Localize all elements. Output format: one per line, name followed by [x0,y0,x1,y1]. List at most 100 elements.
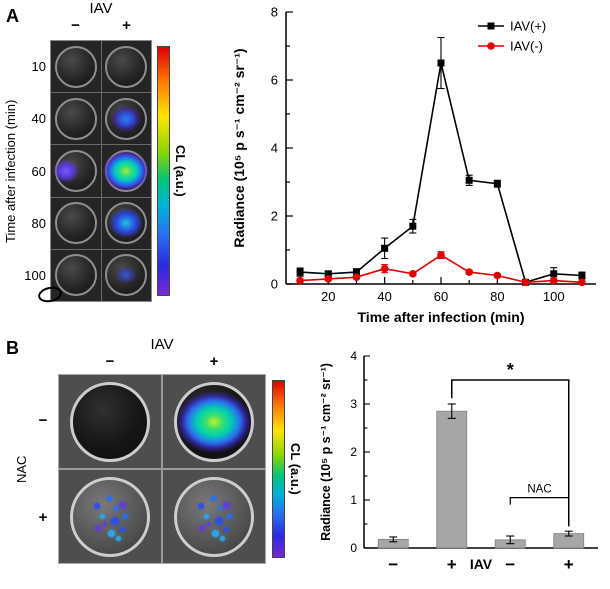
luminescence-speck [118,501,126,509]
well-cell [51,93,101,145]
panel-a-colorbar [157,46,170,296]
line-chart: 20 40 60 80 100 0 2 4 6 8 IAV(+) IAV(-) Time after i… [231,5,596,325]
luminescence-speck [107,495,113,501]
x-axis-title: Time after infection (min) [358,309,525,325]
panel-b-imaging-title: IAV [150,336,174,353]
panel-a-imaging-title: IAV [89,0,113,17]
well [54,202,97,245]
well [54,45,97,88]
x-axis-title: IAV [470,556,493,572]
row-label: 40 [31,111,46,127]
panel-b-col-minus: − [105,353,115,370]
well-cell [59,470,161,563]
data-point [493,180,501,188]
y-tick-label: 2 [271,209,278,224]
well [105,202,148,245]
data-point [493,271,502,280]
well [174,476,254,557]
luminescence-speck [107,529,115,537]
luminescence-blob [115,266,138,285]
luminescence-blob [103,150,150,191]
luminescence-speck [93,503,100,510]
x-tick-label: + [564,555,574,574]
well [103,149,150,192]
y-axis-title: Radiance (10⁵ p s⁻¹ cm⁻² sr⁻¹) [231,48,247,247]
luminescence-speck [211,529,219,537]
data-point [578,272,586,279]
luminescence-speck [215,516,224,525]
y-tick-label: 3 [350,397,357,411]
group-bracket-label: NAC [527,484,551,496]
well [54,254,97,297]
y-tick-label: 6 [271,73,278,88]
data-point [550,270,558,278]
well [174,381,254,462]
well-cell [59,375,161,468]
x-tick-label: 60 [434,289,448,304]
well-cell [101,145,151,197]
panel-a-y-axis-label: Time after infection (min) [3,99,18,243]
luminescence-speck [102,522,107,527]
data-point [409,270,417,278]
panel-b-well-plate [58,374,266,564]
y-tick-label: 4 [350,349,357,363]
well [70,381,150,462]
y-tick-label: 1 [350,493,357,507]
data-point [381,244,389,252]
data-point [352,268,360,276]
row-label: 10 [31,58,46,74]
luminescence-blob [111,105,142,132]
data-point [437,59,445,67]
well [105,97,148,140]
x-tick-label: 80 [490,289,504,304]
luminescence-speck [123,513,129,519]
luminescence-speck [219,535,225,541]
y-tick-label: 8 [271,5,278,20]
panel-a-label: A [6,6,19,26]
row-label: 80 [31,215,46,231]
luminescence-speck [115,535,121,541]
well [105,254,148,297]
row-label: 60 [31,163,46,179]
well-cell [101,93,151,145]
data-point [409,222,417,230]
y-tick-label: 2 [350,445,357,459]
luminescence-speck [113,506,118,511]
row-label: 100 [24,268,46,284]
well-cell [101,197,151,249]
panel-a-well-plate [50,40,152,302]
luminescence-speck [206,522,211,527]
series-line [300,62,582,284]
group-bracket [509,497,570,505]
x-tick-label: 20 [321,289,335,304]
x-tick-label: + [447,555,457,574]
panel-b-row-axis-label: NAC [14,455,29,483]
data-point [380,264,389,273]
significance-bracket [451,379,570,527]
luminescence-speck [95,525,102,532]
data-point [324,270,332,278]
panel-b-colorbar-label: CL (a.u.) [288,443,303,495]
luminescence-speck [203,513,209,519]
well-cell [163,470,265,563]
data-point [324,275,333,283]
legend-label: IAV(+) [510,19,546,34]
panel-b-label: B [6,338,19,358]
luminescence-speck [222,501,230,509]
data-point [352,273,361,282]
legend-marker [487,22,495,30]
y-tick-label: 0 [271,277,278,292]
y-axis-title: Radiance (10⁵ p s⁻¹ cm⁻² sr⁻¹) [319,363,333,541]
well [52,149,97,192]
well-cell [51,197,101,249]
y-tick-label: 0 [350,541,357,555]
data-point [296,276,304,285]
panel-a-col-plus: + [122,17,131,34]
data-point [465,176,473,184]
data-point [549,276,558,285]
legend-label: IAV(-) [510,39,543,54]
luminescence-speck [99,513,105,519]
well-cell [101,41,151,93]
panel-b-row-minus: − [38,412,48,429]
